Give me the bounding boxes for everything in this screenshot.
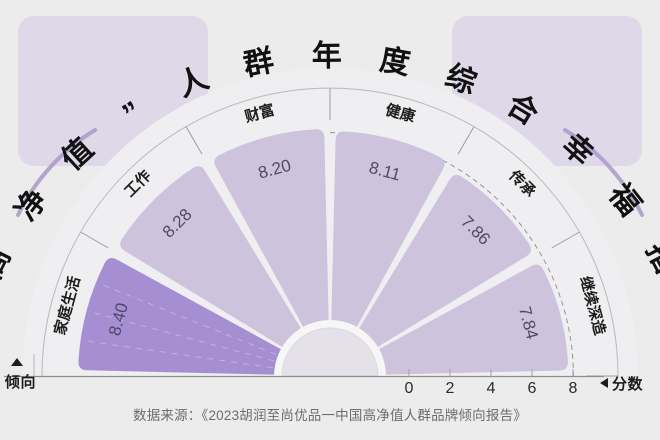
sector-divider: [551, 231, 580, 249]
sector-rib: [92, 311, 275, 362]
sector-wedge[interactable]: [214, 129, 329, 331]
sector-wedge[interactable]: [375, 264, 568, 375]
title-char: 年: [312, 40, 342, 73]
axis-tick-label: 6: [528, 380, 537, 397]
title-char: 度: [377, 43, 412, 81]
axis-tick-label: 0: [405, 380, 414, 397]
axis-tick-label: 8: [569, 380, 578, 397]
sector-wedge[interactable]: [78, 257, 285, 375]
value-axis-label: 分数: [612, 376, 644, 393]
sector-divider: [185, 126, 203, 155]
sector-wedge[interactable]: [331, 131, 445, 331]
sector-rib: [86, 340, 273, 369]
chart-sector[interactable]: [357, 174, 532, 349]
chart-sector[interactable]: [120, 166, 303, 349]
sector-divider: [80, 231, 109, 249]
tendency-axis-label: 倾向: [5, 374, 37, 391]
axis-tick-label: 4: [487, 380, 496, 397]
chart-sector[interactable]: [331, 131, 445, 331]
up-triangle-icon: [11, 358, 23, 366]
source-note: 数据来源：《2023胡润至尚优品一中国高净值人群品牌倾向报告》: [133, 408, 527, 423]
sector-wedge[interactable]: [357, 174, 532, 349]
chart-sector[interactable]: [78, 257, 285, 375]
axis-tick-label: 2: [446, 380, 455, 397]
decor-arc-left: [16, 128, 97, 217]
sector-wedge[interactable]: [120, 166, 303, 349]
hub-core: [281, 327, 379, 377]
decor-arc-right: [563, 128, 644, 217]
sector-rib: [101, 284, 277, 355]
left-triangle-icon: [600, 378, 608, 388]
sector-divider: [457, 126, 475, 155]
title-char: 群: [241, 44, 277, 82]
chart-sector[interactable]: [375, 264, 568, 375]
chart-sector[interactable]: [214, 129, 329, 331]
